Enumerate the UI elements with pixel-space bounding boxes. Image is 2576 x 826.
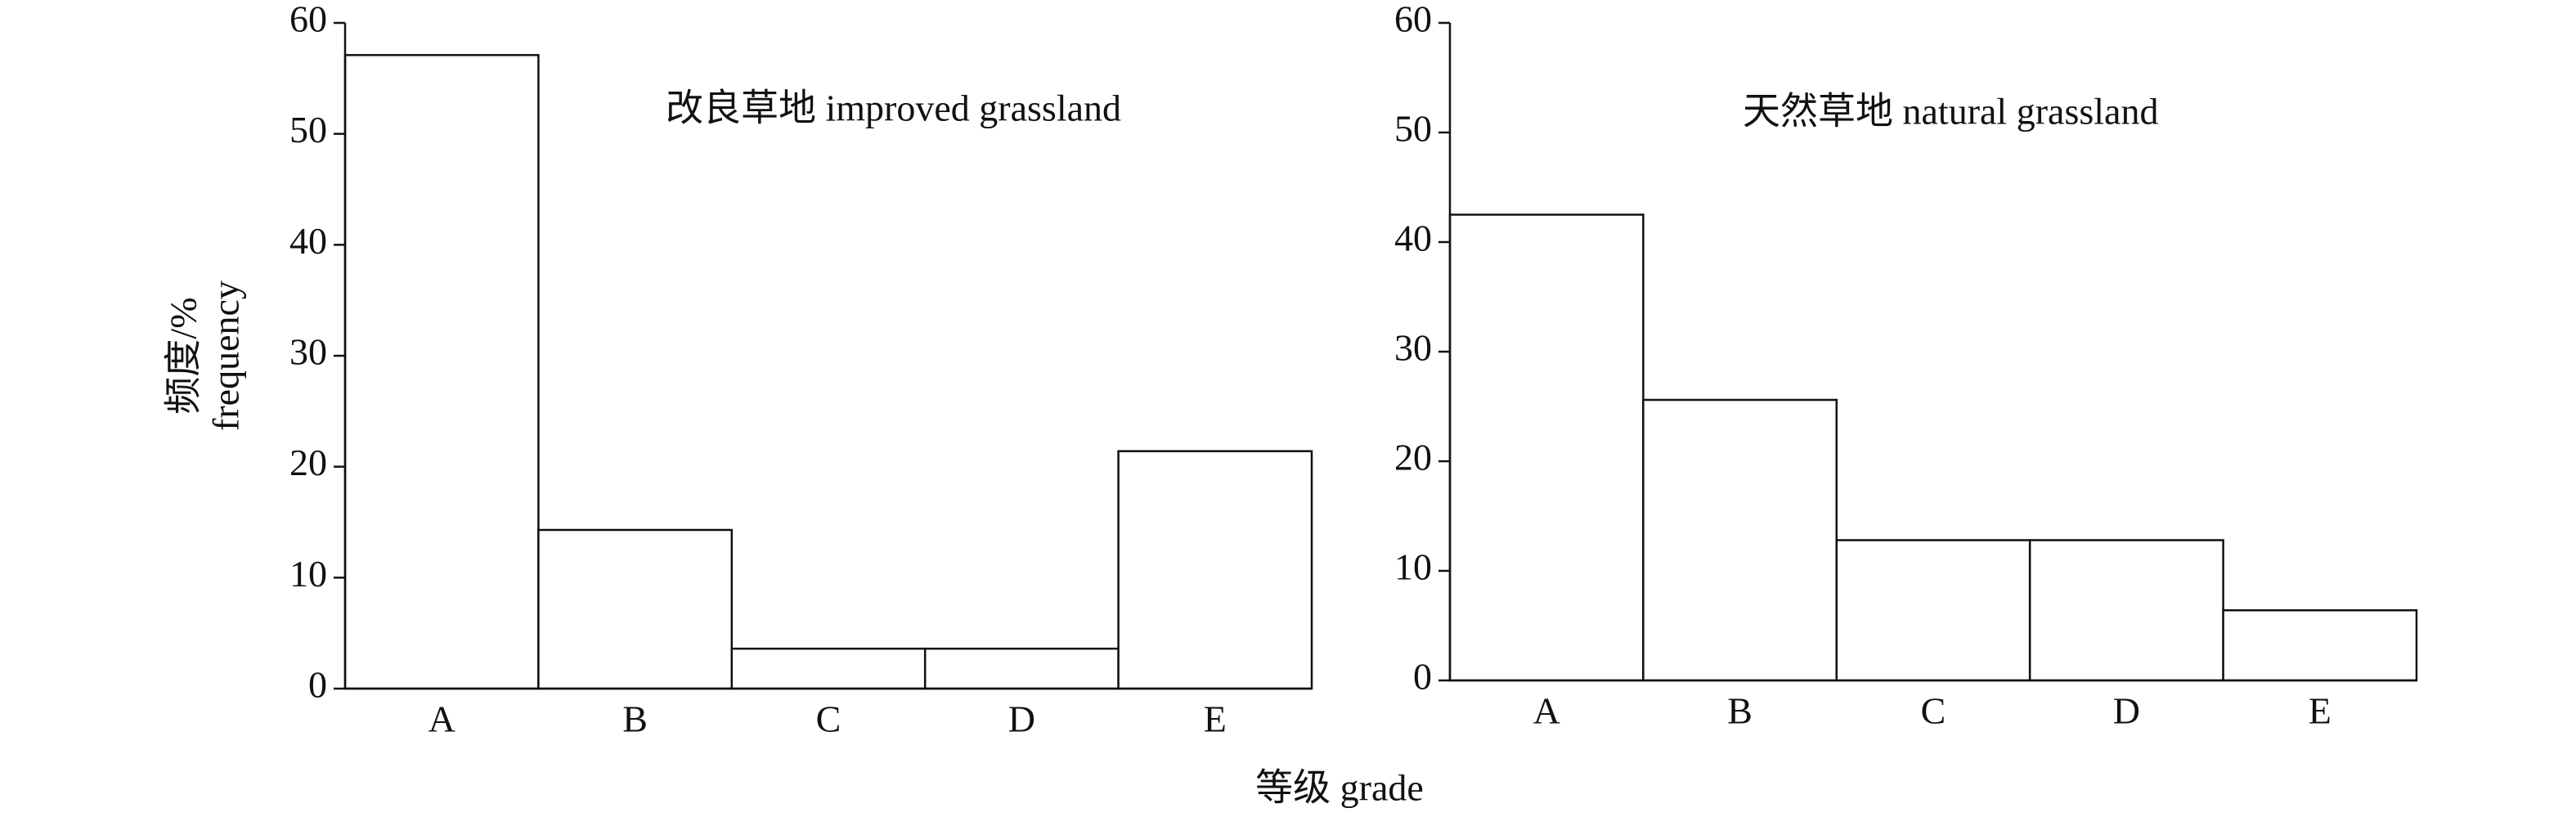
y-tick-label: 50 — [1394, 108, 1432, 150]
bar — [2028, 539, 2224, 682]
bar — [1448, 213, 1645, 682]
x-tick-label: B — [1727, 690, 1752, 732]
x-tick-label: C — [1921, 690, 1946, 732]
y-tick-label: 10 — [1394, 546, 1432, 588]
bar — [1642, 398, 1838, 682]
y-tick-label: 60 — [1394, 0, 1432, 40]
x-tick-label: E — [2309, 690, 2331, 732]
y-axis-label: 频度/% — [163, 297, 204, 414]
chart-title: 天然草地 natural grassland — [1743, 91, 2158, 132]
y-tick-label: 50 — [289, 109, 327, 150]
x-tick-label: C — [816, 698, 841, 740]
x-tick-label: A — [429, 698, 456, 740]
bar — [730, 647, 927, 690]
y-tick-label: 60 — [289, 0, 327, 40]
x-tick-label: A — [1533, 690, 1560, 732]
y-tick-label: 30 — [289, 331, 327, 373]
bar — [343, 54, 540, 690]
y-tick-label: 20 — [289, 442, 327, 483]
bar — [1835, 539, 2031, 682]
bar — [2222, 608, 2418, 682]
chart-title: 改良草地 improved grassland — [666, 88, 1121, 129]
bar — [1117, 450, 1313, 690]
y-tick-label: 0 — [308, 664, 327, 706]
y-tick-label: 40 — [289, 220, 327, 262]
x-tick-label: D — [1008, 698, 1035, 740]
x-tick-label: B — [622, 698, 648, 740]
x-axis-label: 等级 grade — [1255, 767, 1424, 809]
y-tick-label: 30 — [1394, 327, 1432, 369]
y-tick-label: 10 — [289, 553, 327, 595]
x-tick-label: D — [2113, 690, 2140, 732]
y-tick-label: 0 — [1413, 656, 1432, 698]
y-tick-label: 20 — [1394, 437, 1432, 478]
x-tick-label: E — [1204, 698, 1227, 740]
bar — [923, 647, 1120, 690]
bar — [537, 528, 734, 690]
y-axis-label: frequency — [205, 281, 247, 431]
y-tick-label: 40 — [1394, 218, 1432, 259]
